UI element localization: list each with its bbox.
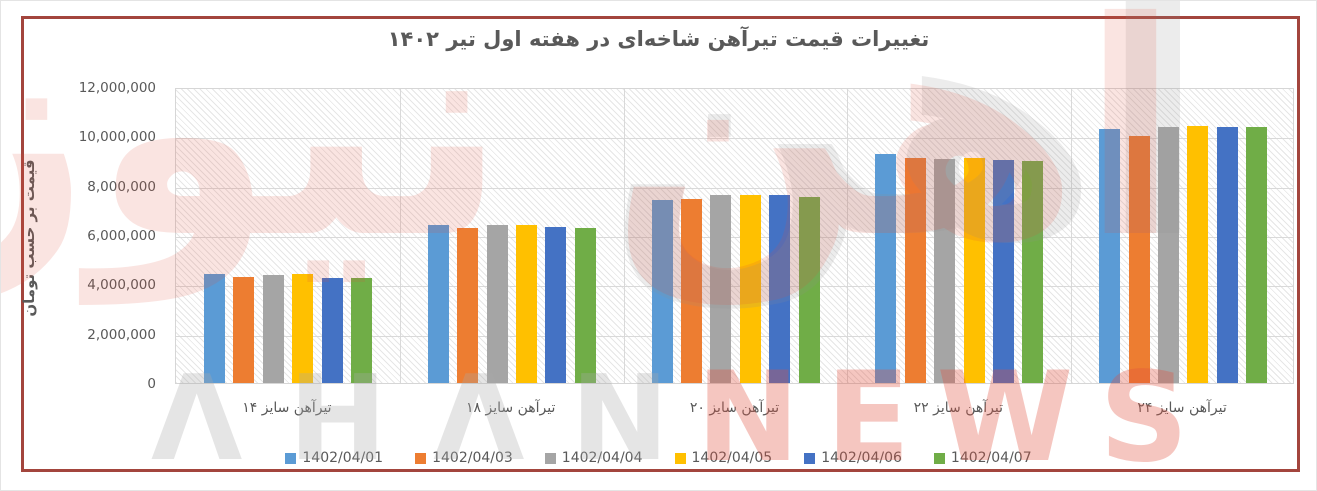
legend-label: 1402/04/06	[821, 450, 902, 466]
gridline-vertical	[847, 89, 849, 383]
bar-1402/04/07-cat0	[350, 277, 372, 383]
legend-label: 1402/04/01	[302, 450, 384, 466]
legend-swatch-icon	[804, 452, 816, 464]
bar-1402/04/03-cat3	[904, 158, 926, 383]
bar-1402/04/07-cat4	[1246, 127, 1268, 383]
legend-item: 1402/04/03	[415, 450, 513, 466]
bar-1402/04/03-cat1	[457, 227, 479, 383]
bar-1402/04/04-cat2	[710, 194, 732, 383]
gridline-horizontal	[176, 286, 1293, 288]
bar-1402/04/05-cat4	[1187, 126, 1209, 383]
legend-item: 1402/04/07	[933, 450, 1032, 466]
y-tick-label: 0	[147, 376, 156, 392]
bar-1402/04/06-cat4	[1216, 126, 1238, 383]
bar-1402/04/05-cat2	[739, 195, 761, 383]
gridline-vertical	[623, 89, 625, 383]
bar-1402/04/05-cat1	[515, 224, 537, 383]
bar-1402/04/06-cat2	[769, 194, 791, 383]
legend-label: 1402/04/05	[691, 450, 773, 466]
legend-swatch-icon	[674, 452, 686, 464]
plot-area	[175, 88, 1294, 384]
bar-1402/04/06-cat3	[992, 159, 1014, 383]
chart-frame	[21, 16, 1300, 472]
y-tick-label: 8,000,000	[87, 178, 156, 195]
gridline-horizontal	[176, 187, 1293, 189]
x-category-label: تیرآهن سایز ۲۰	[689, 400, 780, 416]
bar-1402/04/04-cat4	[1157, 126, 1179, 383]
bar-1402/04/01-cat0	[203, 274, 225, 383]
bar-1402/04/06-cat1	[545, 227, 567, 383]
gridline-horizontal	[176, 138, 1293, 140]
legend-label: 1402/04/04	[561, 450, 643, 466]
bar-1402/04/04-cat0	[262, 274, 284, 383]
gridline-horizontal	[176, 335, 1293, 337]
legend-item: 1402/04/05	[674, 450, 773, 466]
gridline-vertical	[1071, 89, 1073, 383]
legend-item: 1402/04/01	[285, 450, 383, 466]
bar-1402/04/01-cat3	[875, 153, 897, 383]
legend-swatch-icon	[933, 452, 945, 464]
y-tick-label: 2,000,000	[87, 326, 156, 343]
bar-1402/04/05-cat3	[963, 158, 985, 383]
bar-1402/04/03-cat2	[680, 199, 702, 383]
x-category-label: تیرآهن سایز ۲۲	[913, 400, 1003, 416]
bar-1402/04/05-cat0	[292, 273, 314, 383]
legend: 1402/04/01 1402/04/03 1402/04/04 1402/04/05…	[1, 450, 1316, 466]
bar-1402/04/03-cat4	[1128, 135, 1150, 383]
bar-1402/04/01-cat2	[651, 200, 673, 383]
legend-label: 1402/04/03	[432, 450, 513, 466]
legend-label: 1402/04/07	[950, 450, 1032, 466]
gridline-horizontal	[176, 237, 1293, 238]
bar-1402/04/04-cat3	[934, 158, 956, 383]
bar-1402/04/07-cat1	[574, 228, 596, 383]
legend-swatch-icon	[415, 452, 427, 464]
legend-item: 1402/04/04	[544, 450, 643, 466]
y-tick-label: 12,000,000	[78, 80, 156, 96]
legend-item: 1402/04/06	[804, 450, 902, 466]
bar-1402/04/04-cat1	[486, 225, 508, 383]
gridline-vertical	[399, 89, 401, 383]
y-tick-label: 10,000,000	[78, 129, 156, 146]
bar-1402/04/01-cat4	[1099, 128, 1121, 383]
bar-1402/04/03-cat0	[233, 276, 255, 383]
bar-1402/04/07-cat3	[1022, 160, 1044, 383]
bar-1402/04/07-cat2	[798, 196, 820, 383]
y-tick-label: 4,000,000	[87, 277, 156, 294]
legend-swatch-icon	[285, 452, 297, 464]
y-axis-title: قیمت بر حسب تومان	[20, 159, 38, 317]
x-category-label: تیرآهن سایز ۱۸	[466, 400, 556, 416]
bar-1402/04/01-cat1	[427, 224, 449, 383]
x-category-label: تیرآهن سایز ۲۴	[1137, 400, 1227, 416]
bar-1402/04/06-cat0	[321, 277, 343, 383]
legend-swatch-icon	[544, 452, 556, 464]
x-category-label: تیرآهن سایز ۱۴	[242, 400, 332, 416]
y-tick-label: 6,000,000	[87, 228, 156, 244]
chart-title: تغییرات قیمت تیرآهن شاخه‌ای در هفته اول …	[387, 27, 930, 51]
